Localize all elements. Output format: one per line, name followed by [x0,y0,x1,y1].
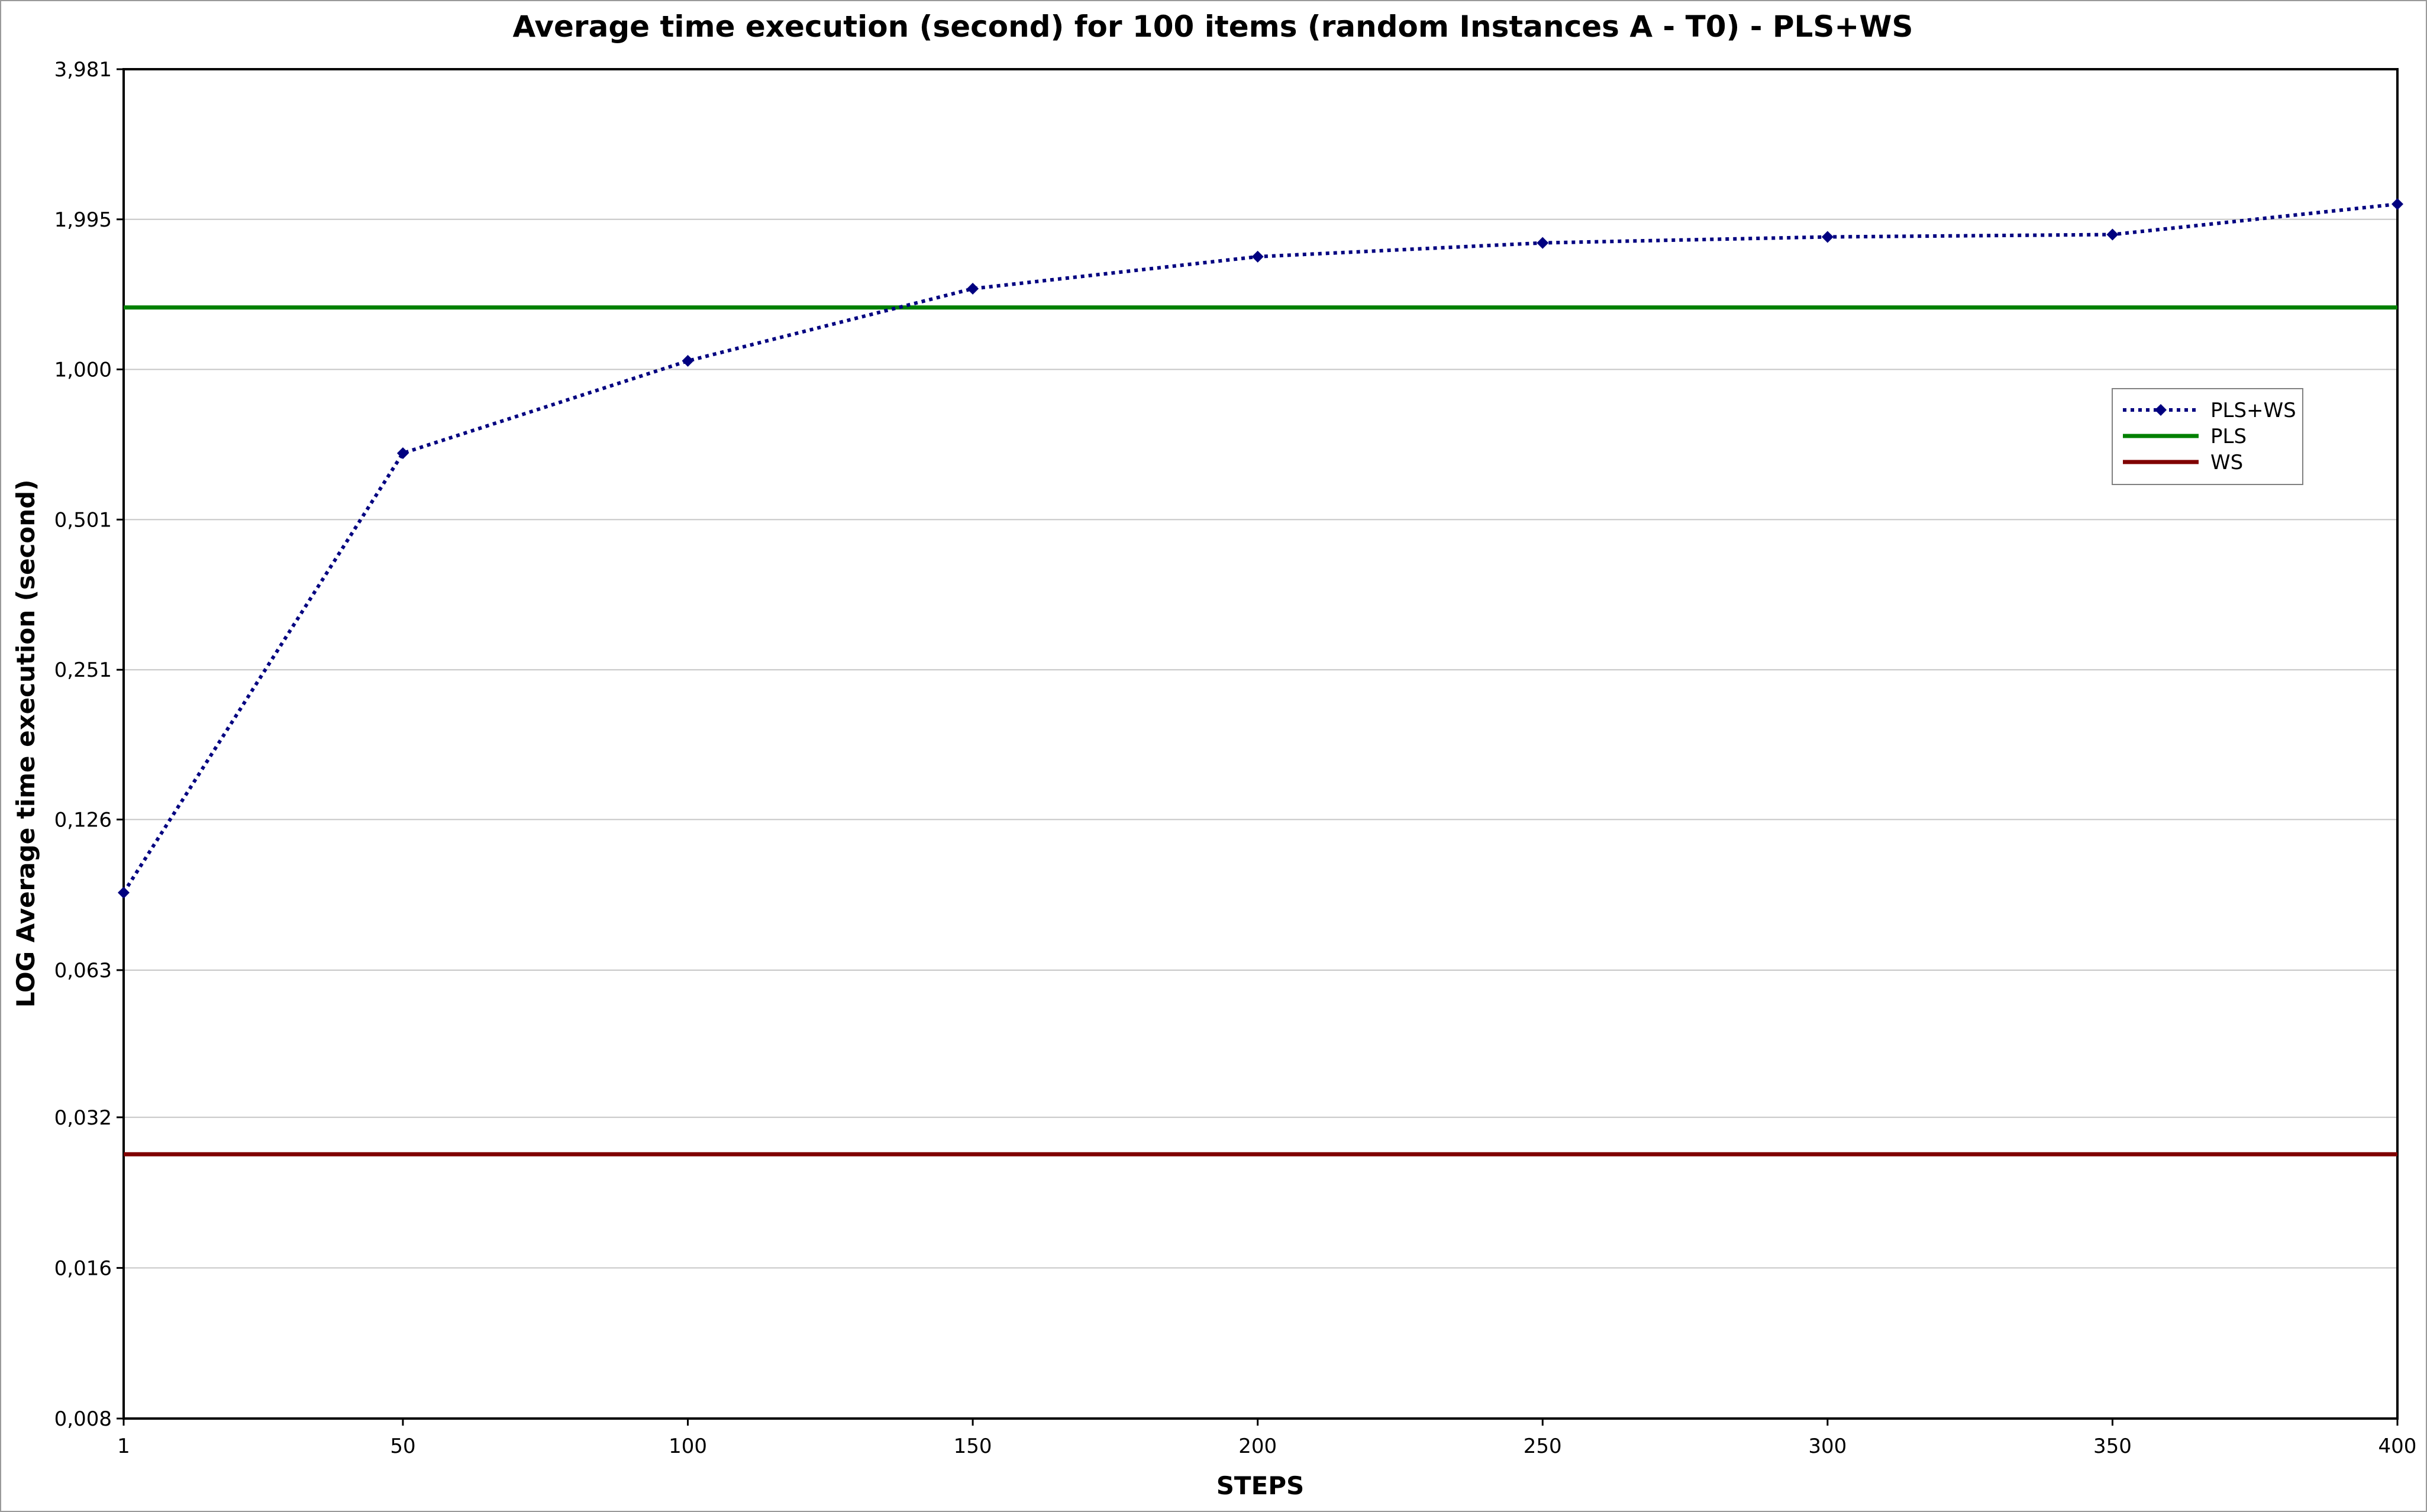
x-tick-label: 300 [1808,1435,1847,1458]
data-point [967,282,979,295]
data-point [682,355,694,367]
legend-label: PLS+WS [2210,399,2296,422]
y-axis: 0,008 0,016 0,032 0,063 0,126 0,251 0,501 1,000… [54,58,124,1431]
x-tick-label: 1 [117,1435,130,1458]
plot-area-border [122,68,2399,1420]
x-tick-label: 150 [954,1435,992,1458]
x-tick-label: 250 [1524,1435,1562,1458]
series-layer [118,198,2403,1156]
legend: PLS+WS PLS WS [2112,388,2303,485]
data-point [2106,228,2119,241]
y-tick-label: 0,032 [54,1106,112,1130]
x-tick-label: 400 [2378,1435,2417,1458]
y-tick-label: 0,126 [54,808,112,832]
y-tick-label: 1,000 [54,358,112,382]
chart-title: Average time execution (second) for 100 … [513,9,1913,44]
data-point [1537,237,1549,249]
x-tick-label: 200 [1238,1435,1277,1458]
legend-label: PLS [2210,425,2247,448]
data-point [396,447,409,460]
y-axis-title: LOG Average time execution (second) [11,480,40,1008]
y-tick-label: 3,981 [54,58,112,82]
x-tick-label: 100 [669,1435,707,1458]
legend-label: WS [2210,451,2243,474]
y-tick-label: 0,008 [54,1407,112,1431]
data-point [1821,231,1834,243]
x-axis: 1 50 100 150 200 250 300 350 400 [117,1419,2416,1458]
x-axis-title: STEPS [1216,1471,1305,1500]
legend-marker [2155,404,2167,416]
y-tick-label: 0,063 [54,959,112,983]
data-point [2392,198,2403,211]
y-tick-label: 0,016 [54,1256,112,1280]
data-point [1251,250,1264,263]
y-tick-label: 0,501 [54,508,112,532]
x-tick-label: 350 [2093,1435,2132,1458]
y-tick-label: 0,251 [54,658,112,682]
y-tick-label: 1,995 [54,208,112,232]
x-tick-label: 50 [390,1435,415,1458]
data-point [118,886,130,899]
